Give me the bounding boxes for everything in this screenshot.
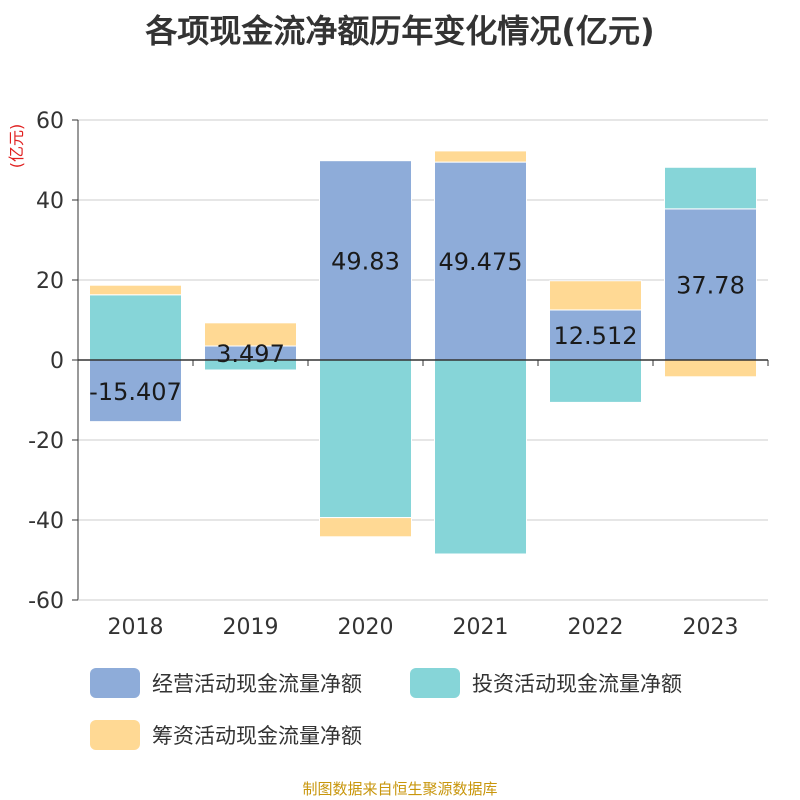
- bar-investing-2020: [319, 359, 412, 519]
- x-tick-label-2022: 2022: [568, 615, 624, 640]
- legend-label-operating: 经营活动现金流量净额: [152, 672, 362, 696]
- y-tick-label: 20: [36, 269, 64, 294]
- source-footer: 制图数据来自恒生聚源数据库: [302, 780, 498, 798]
- legend-label-financing: 筹资活动现金流量净额: [152, 724, 362, 748]
- bar-financing-2023: [664, 359, 757, 378]
- y-axis-label: (亿元): [7, 124, 26, 169]
- data-label-operating-2018: -15.407: [89, 378, 182, 406]
- bar-operating-2021: [434, 161, 527, 361]
- bar-operating-2018: [89, 359, 182, 423]
- bar-investing-2018: [89, 294, 182, 361]
- bar-operating-2022: [549, 309, 642, 361]
- y-tick-label: -20: [28, 429, 64, 454]
- data-label-operating-2023: 37.78: [676, 271, 745, 299]
- bar-financing-2020: [319, 517, 412, 538]
- y-tick-label: 0: [50, 349, 64, 374]
- data-label-operating-2020: 49.83: [331, 247, 400, 275]
- y-tick-label: 40: [36, 189, 64, 214]
- data-label-operating-2021: 49.475: [439, 248, 523, 276]
- x-tick-label-2019: 2019: [223, 615, 279, 640]
- chart-title: 各项现金流净额历年变化情况(亿元): [145, 12, 655, 50]
- data-label-operating-2019: 3.497: [216, 340, 285, 368]
- legend-item-operating[interactable]: 经营活动现金流量净额: [90, 668, 362, 698]
- bar-financing-2019: [204, 322, 297, 347]
- x-tick-label-2018: 2018: [108, 615, 164, 640]
- data-label-operating-2022: 12.512: [554, 322, 638, 350]
- legend-label-investing: 投资活动现金流量净额: [472, 672, 682, 696]
- bar-investing-2021: [434, 359, 527, 555]
- bar-investing-2022: [549, 359, 642, 403]
- bar-financing-2021: [434, 150, 527, 163]
- y-tick-label: -40: [28, 509, 64, 534]
- x-tick-label-2021: 2021: [453, 615, 509, 640]
- bar-operating-2023: [664, 208, 757, 361]
- legend-item-investing[interactable]: 投资活动现金流量净额: [410, 668, 682, 698]
- x-tick-label-2020: 2020: [338, 615, 394, 640]
- legend-swatch-investing: [410, 668, 460, 698]
- y-tick-label: -60: [28, 589, 64, 614]
- y-tick-label: 60: [36, 109, 64, 134]
- bar-financing-2022: [549, 280, 642, 311]
- bar-operating-2020: [319, 160, 412, 361]
- legend-item-financing[interactable]: 筹资活动现金流量净额: [90, 720, 362, 750]
- x-tick-label-2023: 2023: [683, 615, 739, 640]
- bar-financing-2018: [89, 284, 182, 296]
- legend-swatch-operating: [90, 668, 140, 698]
- bar-investing-2023: [664, 166, 757, 210]
- legend-swatch-financing: [90, 720, 140, 750]
